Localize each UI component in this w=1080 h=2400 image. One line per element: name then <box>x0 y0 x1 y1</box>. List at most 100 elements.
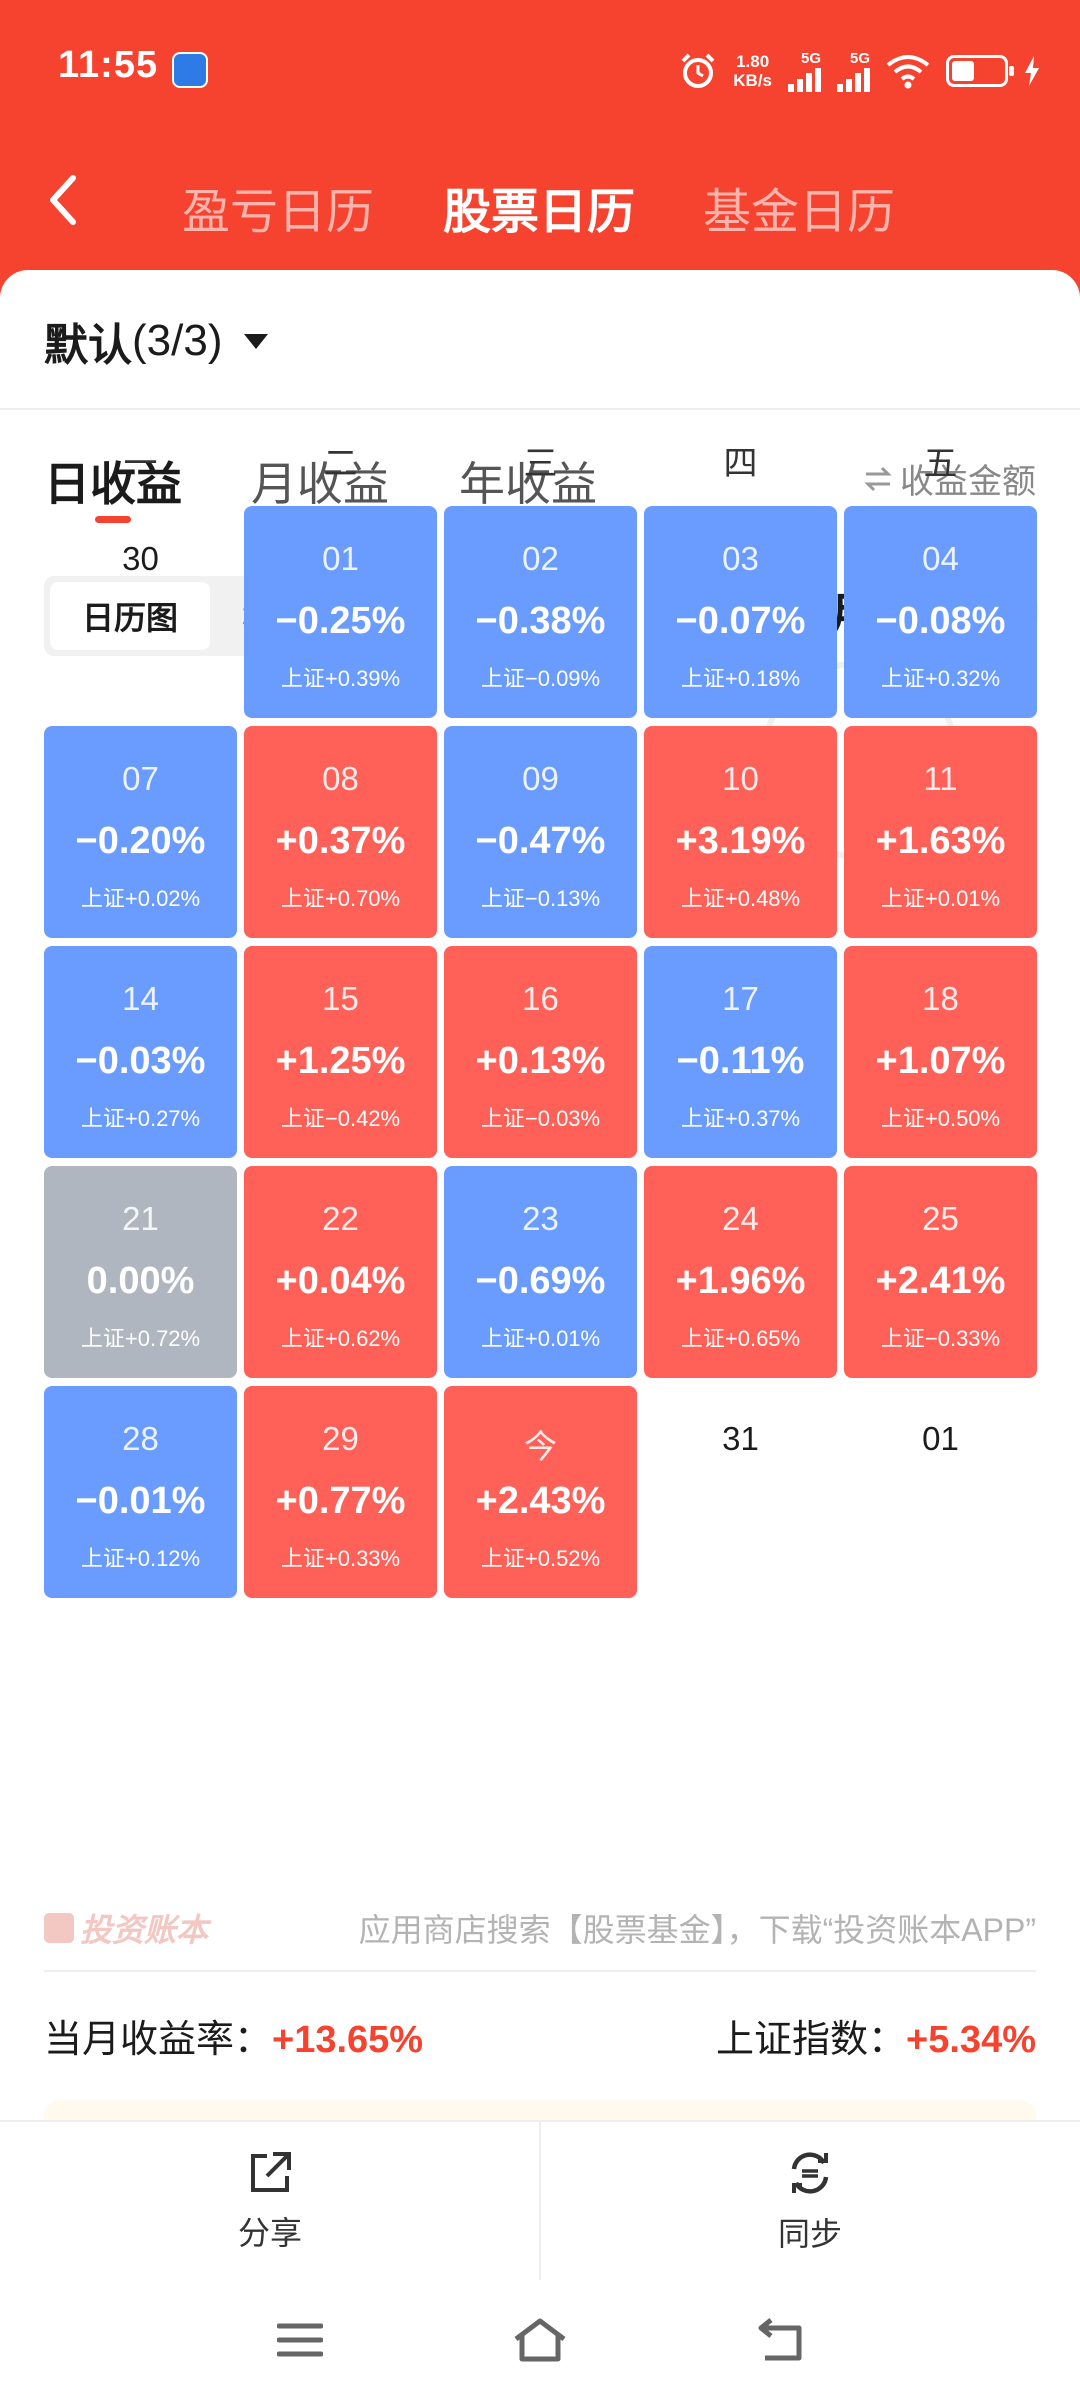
calendar-day-cell[interactable]: 11 +1.63% 上证+0.01% <box>844 726 1037 938</box>
divider <box>539 2122 541 2282</box>
calendar-day-cell[interactable]: 28 −0.01% 上证+0.12% <box>44 1386 237 1598</box>
calendar-day-cell[interactable]: 21 0.00% 上证+0.72% <box>44 1166 237 1378</box>
calendar-day-cell[interactable]: 18 +1.07% 上证+0.50% <box>844 946 1037 1158</box>
back-nav-button[interactable] <box>750 2310 810 2370</box>
calendar-day-cell[interactable]: 08 +0.37% 上证+0.70% <box>244 726 437 938</box>
back-icon <box>758 2318 802 2361</box>
day-number: 23 <box>522 1200 559 1237</box>
tab-daily[interactable]: 日收益 <box>44 458 182 510</box>
calendar-day-cell[interactable]: 04 −0.08% 上证+0.32% <box>844 506 1037 718</box>
calendar-day-cell[interactable]: 25 +2.41% 上证−0.33% <box>844 1166 1037 1378</box>
top-nav: 盈亏日历 股票日历 基金日历 <box>0 150 1080 250</box>
daily-return: +2.43% <box>475 1480 606 1522</box>
tab-monthly[interactable]: 月收益 <box>251 458 389 510</box>
calendar-day-cell[interactable]: 07 −0.20% 上证+0.02% <box>44 726 237 938</box>
daily-return: −0.38% <box>475 600 606 642</box>
network-speed: 1.80 KB/s <box>733 52 772 90</box>
day-number: 01 <box>322 540 359 577</box>
tab-yearly[interactable]: 年收益 <box>459 458 597 510</box>
index-return-summary: 上证指数：+5.34% <box>716 2019 1036 2061</box>
calendar-day-cell[interactable]: 今 +2.43% 上证+0.52% <box>444 1386 637 1598</box>
index-return: 上证+0.01% <box>480 1326 601 1351</box>
status-icons: 1.80 KB/s 5G 5G <box>679 46 1040 96</box>
index-return: 上证+0.27% <box>80 1106 201 1131</box>
daily-return: −0.08% <box>875 600 1006 642</box>
weekday-label: 四 <box>723 445 758 483</box>
day-number: 01 <box>922 1420 959 1457</box>
calendar-day-cell[interactable]: 17 −0.11% 上证+0.37% <box>644 946 837 1158</box>
menu-button[interactable] <box>270 2310 330 2370</box>
sync-icon <box>791 2152 829 2194</box>
calendar-day-cell[interactable]: 10 +3.19% 上证+0.48% <box>644 726 837 938</box>
calendar-day-cell[interactable]: 23 −0.69% 上证+0.01% <box>444 1166 637 1378</box>
index-return: 上证+0.12% <box>80 1546 201 1571</box>
home-icon <box>514 2318 566 2362</box>
index-return-value: +5.34% <box>906 2019 1036 2061</box>
index-return: 上证+0.02% <box>80 886 201 911</box>
index-return: 上证+0.33% <box>280 1546 401 1571</box>
daily-return: +0.04% <box>275 1260 406 1302</box>
day-number: 15 <box>322 980 359 1017</box>
index-return: 上证+0.65% <box>680 1326 801 1351</box>
index-return: 上证+0.01% <box>880 886 1001 911</box>
account-selector[interactable]: 默认 (3/3) <box>44 306 269 376</box>
daily-return: +0.77% <box>275 1480 406 1522</box>
calendar-day-cell[interactable]: 16 +0.13% 上证−0.03% <box>444 946 637 1158</box>
calendar-day-cell[interactable]: 01 −0.25% 上证+0.39% <box>244 506 437 718</box>
view-calendar[interactable]: 日历图 <box>50 582 210 650</box>
account-count: (3/3) <box>132 316 223 365</box>
swap-label: 收益金额 <box>900 463 1036 501</box>
index-return: 上证−0.09% <box>480 666 601 691</box>
tab-stock-calendar[interactable]: 股票日历 <box>443 186 636 239</box>
calendar-day-cell[interactable]: 03 −0.07% 上证+0.18% <box>644 506 837 718</box>
day-number: 04 <box>922 540 959 577</box>
watermark-logo: 投资账本 <box>44 1905 208 1951</box>
share-button[interactable]: 分享 <box>0 2122 540 2282</box>
weekday-label: 五 <box>923 445 958 483</box>
daily-return: 0.00% <box>86 1260 195 1302</box>
index-return: 上证+0.70% <box>280 886 401 911</box>
account-name: 默认 <box>44 321 132 370</box>
calendar-day-cell[interactable]: 22 +0.04% 上证+0.62% <box>244 1166 437 1378</box>
back-button[interactable] <box>28 165 98 235</box>
daily-return: +1.96% <box>675 1260 806 1302</box>
day-number: 07 <box>122 760 159 797</box>
calendar-day-cell[interactable]: 14 −0.03% 上证+0.27% <box>44 946 237 1158</box>
index-return: 上证+0.37% <box>680 1106 801 1131</box>
calendar-day-cell[interactable]: 02 −0.38% 上证−0.09% <box>444 506 637 718</box>
signal-2: 5G <box>837 51 870 92</box>
index-return: 上证+0.72% <box>80 1326 201 1351</box>
tab-pnl-calendar[interactable]: 盈亏日历 <box>182 186 375 239</box>
alarm-icon <box>681 53 715 88</box>
calendar-day-cell[interactable]: 24 +1.96% 上证+0.65% <box>644 1166 837 1378</box>
monthly-return-summary: 当月收益率：+13.65% <box>44 2019 424 2061</box>
monthly-return-value: +13.65% <box>272 2019 424 2061</box>
header: 11:55 1.80 KB/s 5G 5G <box>0 0 1080 300</box>
day-number: 31 <box>722 1420 759 1457</box>
weekday-label: 一 <box>123 445 158 483</box>
daily-return: +1.25% <box>275 1040 406 1082</box>
sync-button[interactable]: 同步 <box>540 2122 1080 2282</box>
divider <box>0 408 1080 410</box>
calendar-day-cell[interactable]: 15 +1.25% 上证−0.42% <box>244 946 437 1158</box>
content-card: 默认 (3/3) 日收益 月收益 年收益 收益金额 日历图 柱状图 2025年7… <box>0 270 1080 2400</box>
swap-icon <box>864 466 892 491</box>
daily-return: +0.13% <box>475 1040 606 1082</box>
index-return: 上证+0.18% <box>680 666 801 691</box>
daily-return: −0.69% <box>475 1260 606 1302</box>
calendar-day-cell[interactable]: 09 −0.47% 上证−0.13% <box>444 726 637 938</box>
home-button[interactable] <box>510 2310 570 2370</box>
index-return: 上证−0.42% <box>280 1106 401 1131</box>
system-nav-bar <box>0 2280 1080 2400</box>
swap-metric-toggle[interactable]: 收益金额 <box>864 454 1036 503</box>
battery-icon <box>946 55 1014 87</box>
index-return: 上证+0.52% <box>480 1546 601 1571</box>
calendar-day-cell[interactable]: 29 +0.77% 上证+0.33% <box>244 1386 437 1598</box>
day-number: 18 <box>922 980 959 1017</box>
day-number: 17 <box>722 980 759 1017</box>
status-bar: 11:55 1.80 KB/s 5G 5G <box>0 0 1080 140</box>
tab-fund-calendar[interactable]: 基金日历 <box>703 186 896 239</box>
weekday-label: 二 <box>323 445 358 483</box>
calendar-day-empty: 31 <box>644 1386 837 1598</box>
day-number: 14 <box>122 980 159 1017</box>
